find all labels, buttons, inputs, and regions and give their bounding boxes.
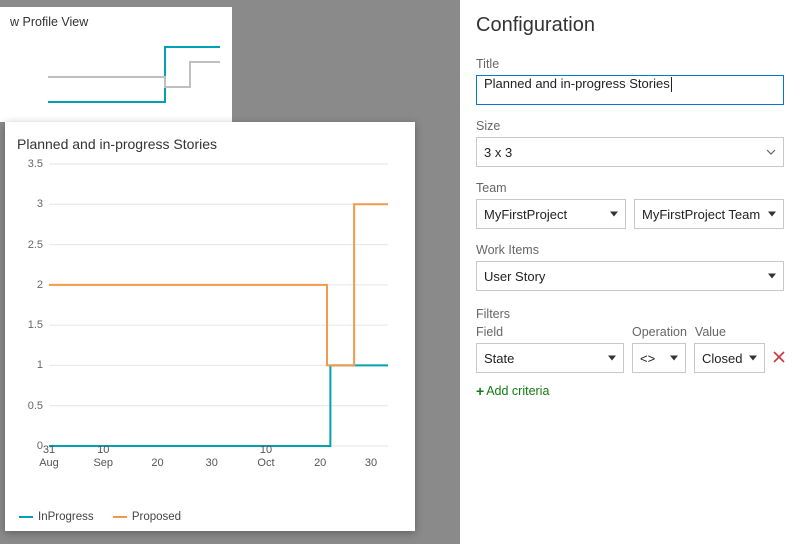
chart-plot [49,164,388,446]
size-select-value: 3 x 3 [484,145,512,160]
size-select[interactable]: 3 x 3 [476,137,784,167]
caret-down-icon [670,356,678,361]
team-project-select[interactable]: MyFirstProject [476,199,626,229]
title-label: Title [476,57,784,71]
legend-swatch-proposed [113,516,127,519]
filter-field-value: State [484,351,514,366]
chart-svg [49,164,388,446]
legend-label-proposed: Proposed [132,511,181,523]
legend-label-inprogress: InProgress [38,511,94,523]
workitems-select[interactable]: User Story [476,261,784,291]
configuration-header: Configuration [476,14,784,37]
team-team-value: MyFirstProject Team [642,207,760,222]
filter-operation-select[interactable]: <> [632,343,686,373]
chart-legend: InProgress Proposed [19,509,197,523]
size-label: Size [476,119,784,133]
text-cursor [671,77,672,92]
chart-preview-card: Planned and in-progress Stories 00.511.5… [5,122,415,531]
configuration-panel: Configuration Title Planned and in-progr… [460,0,800,544]
team-team-select[interactable]: MyFirstProject Team [634,199,784,229]
plus-icon: + [476,383,484,399]
filter-field-select[interactable]: State [476,343,624,373]
workitems-label: Work Items [476,243,784,257]
caret-down-icon [610,212,618,217]
filters-column-headers: Field Operation Value [476,325,784,339]
chevron-down-icon [766,149,776,155]
close-icon [773,351,785,363]
legend-item-proposed: Proposed [113,511,181,523]
filters-col-operation: Operation [632,325,687,339]
background-tile: w Profile View [0,7,232,122]
caret-down-icon [608,356,616,361]
filter-row: State <> Closed [476,343,784,373]
filters-col-value: Value [695,325,784,339]
legend-swatch-inprogress [19,516,33,519]
caret-down-icon [768,212,776,217]
filter-operation-value: <> [640,351,655,366]
background-tile-sparkline [0,7,232,122]
add-criteria-button[interactable]: + Add criteria [476,383,549,399]
remove-filter-button[interactable] [773,350,785,367]
filter-value-value: Closed [702,351,742,366]
team-project-value: MyFirstProject [484,207,567,222]
filters-col-field: Field [476,325,624,339]
workitems-value: User Story [484,269,545,284]
caret-down-icon [768,274,776,279]
add-criteria-label: Add criteria [486,384,549,398]
title-input[interactable]: Planned and in-progress Stories [476,75,784,105]
title-input-value: Planned and in-progress Stories [484,76,670,91]
team-label: Team [476,181,784,195]
chart-title: Planned and in-progress Stories [17,136,403,152]
filters-header: Filters [476,307,784,321]
chart-area: 00.511.522.533.531 Aug10 Sep203010 Oct20… [17,158,403,488]
caret-down-icon [749,356,757,361]
legend-item-inprogress: InProgress [19,511,94,523]
filter-value-select[interactable]: Closed [694,343,765,373]
